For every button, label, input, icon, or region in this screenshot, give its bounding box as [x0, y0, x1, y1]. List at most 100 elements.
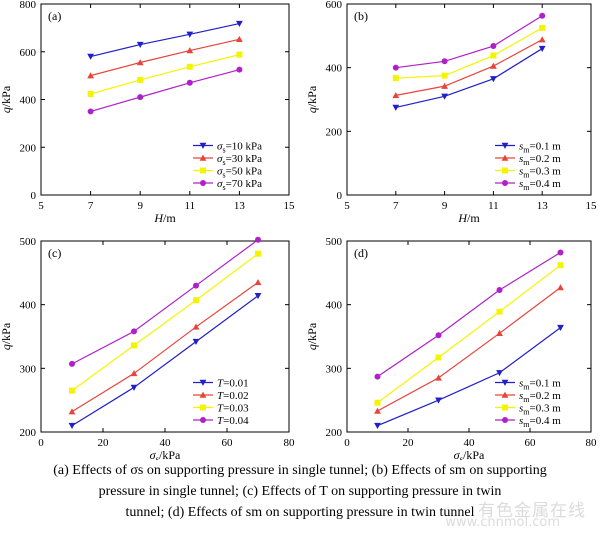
legend-entry-1: T=0.01 [217, 378, 249, 390]
caption-line-1: (a) Effects of σs on supporting pressure… [53, 463, 547, 478]
series-line-2 [395, 39, 543, 96]
legend-entry-4: sm=0.4 m [519, 415, 561, 429]
data-point [236, 35, 243, 43]
x-axis-label: H/m [153, 211, 176, 225]
x-tick-label: 13 [234, 200, 246, 212]
data-point [69, 387, 75, 394]
data-point [490, 76, 497, 83]
data-point [68, 408, 76, 415]
series-line-2 [377, 286, 561, 412]
x-tick-label: 80 [586, 437, 598, 449]
legend-marker [501, 379, 509, 386]
data-point [441, 82, 448, 89]
series-line-2 [90, 38, 240, 77]
data-point [236, 51, 243, 58]
x-tick-label: 7 [393, 200, 399, 212]
legend-marker [501, 142, 509, 149]
legend-marker [200, 180, 206, 186]
caption-line-3: tunnel; (d) Effects of sm on supporting … [125, 505, 475, 520]
data-point [490, 62, 497, 69]
legend-entry-1: σs=10 kPa [217, 141, 262, 155]
series-line-1 [377, 327, 561, 427]
y-axis-label: q/kPa [305, 322, 319, 350]
legend-marker [502, 404, 508, 411]
y-tick-label: 500 [326, 236, 343, 248]
watermark-url: www.cnnmol.com [445, 515, 560, 530]
series-line-1 [395, 48, 543, 109]
data-point [130, 370, 138, 377]
data-point [557, 249, 564, 256]
x-tick-label: 11 [185, 200, 196, 212]
series-line-4 [90, 69, 240, 113]
y-tick-label: 600 [20, 47, 37, 59]
data-point [87, 72, 94, 79]
chart-panel-a: 5 7 9 11 13 15 0 200 400 600 800 H/m q/kPa (a) σs=10 k… [0, 0, 295, 225]
y-tick-label: 300 [20, 363, 37, 375]
legend-entry-3: σs=50 kPa [217, 166, 262, 180]
data-point [131, 328, 137, 335]
data-point [441, 72, 448, 79]
panel-label: (c) [48, 246, 61, 260]
legend-entry-1: sm=0.1 m [519, 141, 561, 155]
x-tick-label: 5 [344, 200, 350, 212]
x-tick-label: 80 [284, 437, 296, 449]
data-point [236, 20, 243, 27]
watermark-text: 有色金属在线 [478, 501, 586, 521]
series-line-1 [90, 22, 240, 58]
panel-label: (b) [354, 9, 368, 23]
legend-marker [502, 417, 508, 423]
y-tick-label: 400 [20, 300, 37, 312]
legend-marker [200, 404, 206, 411]
data-point [254, 278, 262, 286]
data-point [441, 93, 448, 100]
series-line-3 [377, 264, 561, 404]
data-point [136, 59, 144, 66]
legend-marker [501, 154, 509, 161]
x-axis-label: σs/kPa [454, 448, 485, 460]
series-line-1 [71, 295, 259, 427]
data-point [441, 58, 448, 65]
x-tick-label: 13 [537, 200, 549, 212]
legend-entry-1: sm=0.1 m [519, 378, 561, 392]
data-point [87, 108, 94, 115]
data-point [192, 323, 200, 330]
y-tick-label: 400 [20, 95, 37, 107]
y-tick-label: 800 [20, 0, 37, 11]
series-line-4 [71, 239, 259, 365]
chart-panel-c: 0 20 40 60 80 200 300 400 500 σs/kPa q/kPa (c) T=0.0… [0, 236, 295, 460]
caption-line-2: pressure in single tunnel; (c) Effects o… [98, 484, 502, 499]
y-tick-label: 0 [337, 190, 343, 202]
x-tick-label: 0 [344, 437, 350, 449]
legend-entry-3: sm=0.3 m [519, 403, 561, 417]
data-point [490, 43, 497, 50]
x-axis-label: H/m [457, 211, 480, 225]
x-tick-label: 20 [98, 437, 110, 449]
data-point [392, 75, 399, 82]
data-point [137, 76, 144, 83]
data-point [186, 31, 194, 38]
legend-entry-3: sm=0.3 m [519, 166, 561, 180]
data-point [374, 373, 381, 380]
x-tick-label: 15 [586, 200, 598, 212]
data-point [435, 332, 442, 339]
data-point [137, 94, 144, 101]
legend-marker [199, 154, 207, 161]
data-point [87, 53, 94, 60]
data-point [192, 338, 200, 345]
x-tick-label: 40 [160, 437, 172, 449]
data-point [130, 384, 138, 391]
legend-entry-3: T=0.03 [217, 403, 249, 415]
plot-frame [40, 240, 290, 433]
series-line-3 [90, 54, 240, 95]
data-point [496, 308, 503, 315]
legend-marker [502, 180, 508, 186]
chart-panel-d: 0 20 40 60 80 200 300 400 500 σs/kPa q/kPa (d) sm=0.… [305, 236, 597, 460]
y-tick-label: 200 [20, 142, 37, 154]
y-tick-label: 500 [20, 236, 37, 248]
x-axis-label: σs/kPa [150, 448, 181, 460]
data-point [539, 12, 546, 19]
data-point [193, 297, 199, 304]
x-tick-label: 60 [222, 437, 234, 449]
y-tick-label: 600 [326, 0, 343, 11]
